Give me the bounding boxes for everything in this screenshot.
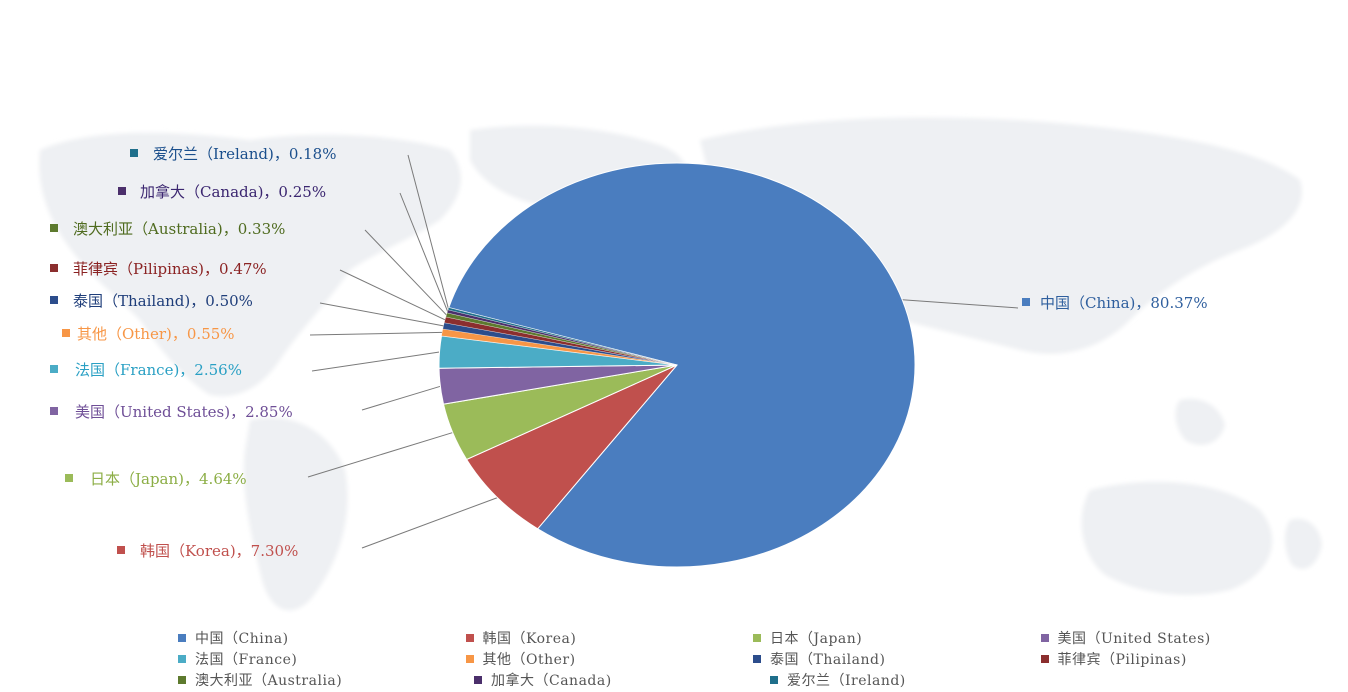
- legend-label: 中国（China): [195, 630, 289, 647]
- legend-swatch: [465, 654, 474, 663]
- data-label: 澳大利亚（Australia)，0.33%: [73, 220, 285, 238]
- legend-row: 澳大利亚（Australia) 加拿大（Canada) 爱尔兰（Ireland): [178, 669, 1328, 690]
- legend: 中国（China) 韩国（Korea) 日本（Japan) 美国（United Sta…: [178, 627, 1328, 690]
- legend-label: 澳大利亚（Australia): [195, 672, 343, 689]
- data-label: 菲律宾（Pilipinas)，0.47%: [73, 260, 267, 278]
- data-label-swatch: [130, 149, 138, 157]
- legend-swatch: [474, 675, 482, 684]
- data-label-swatch: [50, 264, 58, 272]
- legend-swatch: [753, 633, 761, 642]
- pie-slice: [448, 162, 916, 568]
- legend-swatch: [178, 633, 186, 642]
- leader-line: [364, 229, 447, 316]
- legend-item: 泰国（Thailand): [753, 649, 1041, 669]
- legend-item: 韩国（Korea): [465, 628, 754, 648]
- legend-label: 日本（Japan): [770, 630, 863, 647]
- legend-swatch: [1040, 633, 1049, 642]
- legend-item: 菲律宾（Pilipinas): [1040, 649, 1329, 669]
- legend-swatch: [178, 675, 186, 684]
- data-label-swatch: [118, 187, 126, 195]
- leader-lines: [307, 154, 1019, 549]
- data-label: 韩国（Korea)，7.30%: [140, 542, 298, 560]
- leader-line: [311, 351, 440, 372]
- legend-swatch: [1040, 654, 1049, 663]
- leader-line: [339, 269, 446, 321]
- legend-label: 泰国（Thailand): [770, 651, 886, 668]
- data-label: 其他（Other)，0.55%: [77, 325, 235, 343]
- data-label: 日本（Japan)，4.64%: [90, 470, 247, 488]
- leader-line: [319, 302, 444, 327]
- data-label-swatch: [62, 329, 70, 337]
- legend-row: 法国（France) 其他（Other) 泰国（Thailand) 菲律宾（Pilip…: [178, 648, 1328, 669]
- data-labels: 中国（China)，80.37% 韩国（Korea)，7.30% 日本（Japan)…: [50, 145, 1208, 560]
- legend-row: 中国（China) 韩国（Korea) 日本（Japan) 美国（United Sta…: [178, 627, 1328, 648]
- legend-item: 日本（Japan): [753, 628, 1041, 648]
- leader-line: [361, 497, 498, 549]
- data-label-swatch: [1022, 298, 1030, 306]
- legend-item: 其他（Other): [465, 649, 754, 669]
- data-label: 中国（China)，80.37%: [1040, 294, 1208, 312]
- leader-line: [902, 299, 1019, 309]
- data-label: 法国（France)，2.56%: [75, 361, 242, 379]
- leader-line: [399, 192, 449, 312]
- legend-item: 法国（France): [178, 649, 466, 669]
- leader-line: [307, 432, 453, 478]
- legend-label: 其他（Other): [482, 651, 576, 668]
- data-label-swatch: [117, 546, 125, 554]
- leader-line: [407, 154, 449, 309]
- data-label-swatch: [65, 474, 73, 482]
- legend-label: 美国（United States): [1057, 630, 1211, 647]
- legend-swatch: [753, 654, 761, 663]
- legend-label: 爱尔兰（Ireland): [787, 672, 906, 689]
- data-label: 爱尔兰（Ireland)，0.18%: [153, 145, 336, 163]
- legend-label: 韩国（Korea): [482, 630, 577, 647]
- pie-slice: [447, 307, 678, 366]
- data-label-swatch: [50, 407, 58, 415]
- data-label-swatch: [50, 296, 58, 304]
- legend-item: 中国（China): [178, 628, 466, 648]
- legend-label: 加拿大（Canada): [491, 672, 612, 689]
- leader-line: [361, 385, 441, 411]
- leader-line: [309, 331, 443, 336]
- data-label: 泰国（Thailand)，0.50%: [73, 292, 253, 310]
- data-label: 美国（United States)，2.85%: [75, 403, 293, 421]
- legend-item: 美国（United States): [1040, 628, 1329, 648]
- legend-swatch: [465, 633, 474, 642]
- pie-slices: [438, 162, 916, 568]
- legend-label: 菲律宾（Pilipinas): [1057, 651, 1187, 668]
- legend-item: 加拿大（Canada): [474, 670, 770, 690]
- data-label: 加拿大（Canada)，0.25%: [140, 183, 326, 201]
- data-label-swatch: [50, 365, 58, 373]
- legend-label: 法国（France): [195, 651, 298, 668]
- legend-item: 澳大利亚（Australia): [178, 670, 474, 690]
- data-label-swatch: [50, 224, 58, 232]
- legend-swatch: [770, 675, 778, 684]
- legend-item: 爱尔兰（Ireland): [770, 670, 1066, 690]
- pie-slice: [465, 364, 678, 530]
- legend-swatch: [178, 654, 186, 663]
